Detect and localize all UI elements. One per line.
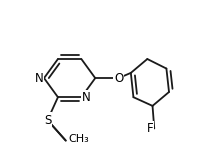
Text: F: F <box>147 122 153 135</box>
Text: CH₃: CH₃ <box>68 134 89 144</box>
Text: O: O <box>114 72 123 85</box>
Text: N: N <box>34 72 43 85</box>
Text: N: N <box>82 91 91 104</box>
Text: S: S <box>44 114 51 127</box>
